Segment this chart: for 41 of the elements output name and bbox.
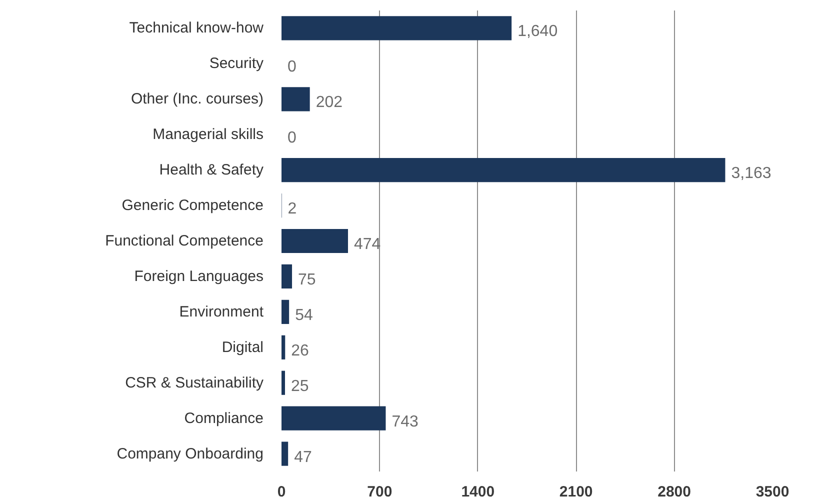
data-label: 2 bbox=[288, 200, 297, 218]
y-tick-label: Company Onboarding bbox=[116, 445, 264, 462]
y-tick-label: Generic Competence bbox=[122, 197, 264, 214]
bar bbox=[282, 87, 310, 112]
y-tick-label: Security bbox=[209, 55, 264, 72]
x-tick-label: 2100 bbox=[559, 484, 593, 499]
x-tick-label: 1400 bbox=[461, 484, 495, 499]
y-tick-label: Technical know-how bbox=[129, 20, 264, 37]
bar bbox=[282, 335, 286, 360]
bar bbox=[282, 16, 512, 40]
y-tick-label: Foreign Languages bbox=[134, 268, 264, 285]
data-label: 3,163 bbox=[731, 165, 772, 182]
y-tick-label: Managerial skills bbox=[152, 126, 264, 144]
data-label: 743 bbox=[392, 413, 419, 430]
data-label: 75 bbox=[298, 271, 316, 288]
data-label: 202 bbox=[316, 94, 343, 112]
y-tick-label: CSR & Sustainability bbox=[125, 374, 264, 392]
y-tick-label: Functional Competence bbox=[105, 232, 264, 250]
x-tick-label: 700 bbox=[367, 484, 392, 499]
x-tick-label: 0 bbox=[277, 484, 286, 499]
y-tick-label: Other (Inc. courses) bbox=[130, 90, 264, 108]
x-tick-label: 2800 bbox=[658, 484, 691, 499]
y-tick-label: Health & Safety bbox=[159, 162, 264, 179]
bar bbox=[282, 406, 386, 430]
data-label: 47 bbox=[294, 448, 312, 466]
bar bbox=[282, 228, 348, 254]
data-label: 1,640 bbox=[518, 23, 558, 40]
data-label: 0 bbox=[288, 58, 296, 76]
bar bbox=[282, 370, 286, 395]
bar bbox=[282, 300, 290, 324]
data-label: 54 bbox=[295, 306, 313, 324]
bar bbox=[282, 158, 726, 182]
bar bbox=[282, 442, 288, 466]
y-tick-label: Environment bbox=[179, 303, 264, 320]
bar bbox=[282, 264, 292, 289]
y-tick-label: Digital bbox=[222, 338, 264, 356]
data-label: 26 bbox=[291, 342, 310, 360]
data-label: 25 bbox=[291, 378, 309, 395]
y-tick-label: Compliance bbox=[184, 410, 264, 427]
x-tick-label: 3500 bbox=[756, 484, 790, 499]
data-label: 0 bbox=[288, 130, 296, 147]
